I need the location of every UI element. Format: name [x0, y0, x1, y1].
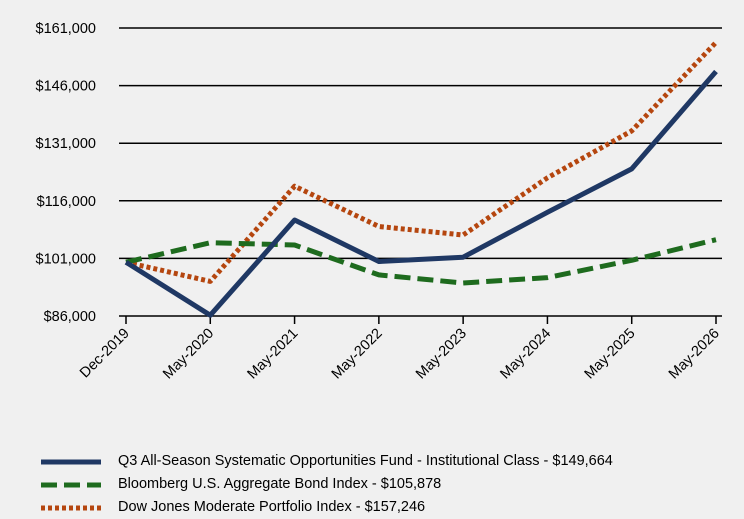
series-line-1	[125, 237, 717, 286]
legend-label-bond-index: Bloomberg U.S. Aggregate Bond Index - $1…	[118, 476, 442, 492]
x-tick-label: May-2021	[244, 326, 301, 383]
legend-label-moderate-index: Dow Jones Moderate Portfolio Index - $15…	[118, 499, 426, 515]
x-tick-label: May-2022	[329, 326, 386, 383]
legend-swatch-fund	[40, 456, 102, 468]
legend-item-bond-index: Bloomberg U.S. Aggregate Bond Index - $1…	[40, 473, 613, 496]
x-tick-label: May-2023	[413, 326, 470, 383]
y-tick-label: $101,000	[36, 251, 96, 267]
line-chart: $86,000 $101,000 $116,000 $131,000 $146,000 $…	[36, 21, 723, 383]
x-axis-tick-labels: Dec-2019 May-2020 May-2021 May-2022 May-2023…	[77, 326, 723, 383]
grid-lines	[119, 27, 722, 317]
x-axis	[125, 316, 717, 324]
legend-label-fund: Q3 All-Season Systematic Opportunities F…	[118, 453, 613, 469]
legend-item-fund: Q3 All-Season Systematic Opportunities F…	[40, 450, 613, 473]
x-tick-label: Dec-2019	[77, 326, 133, 382]
series-lines	[124, 40, 718, 318]
y-tick-label: $86,000	[44, 309, 96, 325]
series-line-2	[125, 40, 718, 284]
x-tick-label: May-2020	[160, 326, 217, 383]
y-tick-label: $146,000	[36, 79, 96, 95]
y-tick-label: $131,000	[36, 136, 96, 152]
legend: Q3 All-Season Systematic Opportunities F…	[40, 450, 613, 519]
y-tick-label: $161,000	[36, 21, 96, 37]
legend-item-moderate-index: Dow Jones Moderate Portfolio Index - $15…	[40, 496, 613, 519]
x-tick-label: May-2024	[497, 326, 554, 383]
legend-swatch-moderate-index	[40, 502, 102, 514]
y-axis-tick-labels: $86,000 $101,000 $116,000 $131,000 $146,000 $…	[36, 21, 96, 325]
legend-swatch-bond-index	[40, 479, 102, 491]
x-tick-label: May-2026	[666, 326, 723, 383]
series-line-0	[124, 69, 718, 318]
y-tick-label: $116,000	[37, 194, 96, 210]
x-tick-label: May-2025	[582, 326, 639, 383]
